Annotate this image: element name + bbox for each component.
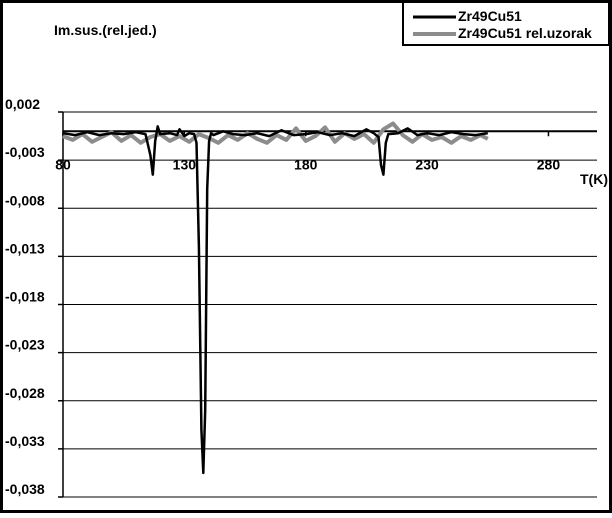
y-tick-label: -0,028: [5, 385, 45, 401]
y-tick-label: -0,008: [5, 192, 45, 208]
x-tick-label: 80: [55, 156, 71, 172]
x-tick-label: 230: [415, 156, 439, 172]
y-tick-layer: 0,002 -0,003 -0,008 -0,013 -0,018 -0,023 -0,02…: [5, 96, 63, 498]
y-tick-label: -0,023: [5, 337, 45, 353]
y-tick-label: -0,013: [5, 240, 45, 256]
legend-label-zr49cu51-rel-uzorak: Zr49Cu51 rel.uzorak: [458, 25, 592, 41]
series-line-zr49cu51: [62, 125, 488, 475]
x-tick-label: 180: [294, 156, 318, 172]
y-tick-label: 0,002: [5, 96, 40, 112]
x-tick-label: 130: [173, 156, 197, 172]
legend: Zr49Cu51 Zr49Cu51 rel.uzorak: [402, 1, 610, 46]
y-axis-title: Im.sus.(rel.jed.): [54, 22, 157, 38]
y-tick-label: -0,038: [5, 481, 45, 497]
y-tick-label: -0,003: [5, 144, 45, 160]
series-line-zr49cu51-rel-uzorak: [62, 121, 489, 145]
x-tick-layer: 80 130 180 230 280: [55, 131, 560, 172]
y-tick-label: -0,033: [5, 433, 45, 449]
legend-label-zr49cu51: Zr49Cu51: [458, 8, 522, 24]
x-axis-title: T(K): [580, 171, 608, 187]
legend-box: [402, 1, 610, 46]
x-tick-label: 280: [537, 156, 561, 172]
series-layer: [62, 121, 489, 475]
y-tick-label: -0,018: [5, 289, 45, 305]
